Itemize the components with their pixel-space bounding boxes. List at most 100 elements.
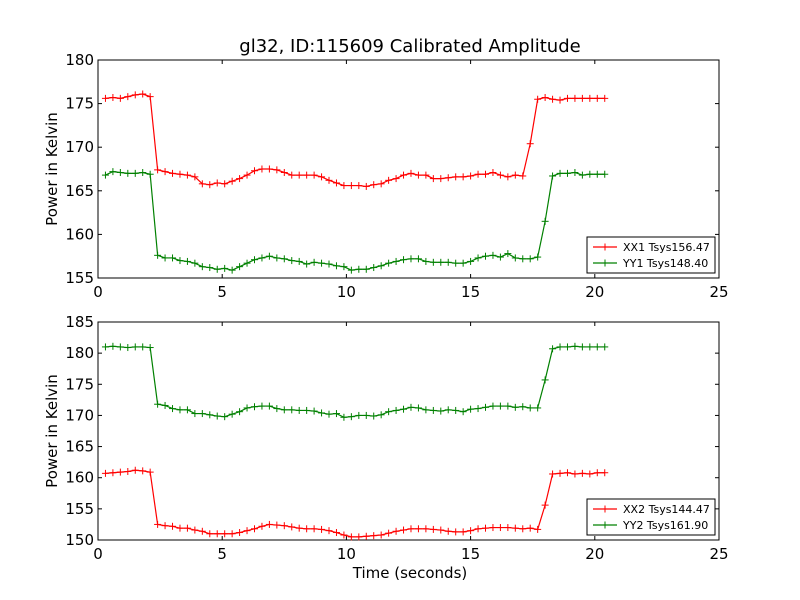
data-point-marker bbox=[563, 469, 571, 477]
data-point-marker bbox=[496, 524, 504, 532]
data-point-marker bbox=[474, 525, 482, 533]
data-point-marker bbox=[362, 411, 370, 419]
data-point-marker bbox=[228, 530, 236, 538]
data-point-marker bbox=[325, 527, 333, 535]
data-point-marker bbox=[563, 169, 571, 177]
data-point-marker bbox=[452, 259, 460, 267]
data-point-marker bbox=[452, 528, 460, 536]
data-point-marker bbox=[176, 170, 184, 178]
data-point-marker bbox=[429, 258, 437, 266]
data-point-marker bbox=[578, 94, 586, 102]
data-point-marker bbox=[332, 529, 340, 537]
data-point-marker bbox=[116, 168, 124, 176]
data-point-marker bbox=[340, 263, 348, 271]
data-point-marker bbox=[288, 523, 296, 531]
data-point-marker bbox=[169, 405, 177, 413]
data-point-marker bbox=[250, 403, 258, 411]
data-point-marker bbox=[139, 90, 147, 98]
y-tick-label: 180 bbox=[65, 344, 94, 362]
data-point-marker bbox=[116, 94, 124, 102]
data-point-marker bbox=[161, 168, 169, 176]
data-point-marker bbox=[452, 406, 460, 414]
data-point-marker bbox=[377, 180, 385, 188]
data-point-marker bbox=[131, 169, 139, 177]
data-point-marker bbox=[161, 522, 169, 530]
data-point-marker bbox=[444, 174, 452, 182]
data-point-marker bbox=[295, 171, 303, 179]
data-point-marker bbox=[482, 252, 490, 260]
data-point-marker bbox=[355, 533, 363, 541]
data-point-marker bbox=[280, 168, 288, 176]
y-tick-label: 175 bbox=[65, 95, 94, 113]
data-point-marker bbox=[355, 411, 363, 419]
x-tick-label: 25 bbox=[709, 283, 728, 301]
data-point-marker bbox=[236, 408, 244, 416]
data-point-marker bbox=[228, 177, 236, 185]
data-point-marker bbox=[519, 525, 527, 533]
data-point-marker bbox=[526, 255, 534, 263]
data-point-marker bbox=[593, 469, 601, 477]
data-point-marker bbox=[385, 259, 393, 267]
data-point-marker bbox=[258, 254, 266, 262]
data-point-marker bbox=[541, 93, 549, 101]
data-point-marker bbox=[131, 466, 139, 474]
data-point-marker bbox=[586, 170, 594, 178]
data-point-marker bbox=[467, 405, 475, 413]
data-point-marker bbox=[482, 170, 490, 178]
legend-entry: YY1 Tsys148.40 bbox=[593, 257, 708, 270]
data-point-marker bbox=[586, 470, 594, 478]
data-point-marker bbox=[400, 405, 408, 413]
data-point-marker bbox=[101, 343, 109, 351]
data-point-marker bbox=[467, 527, 475, 535]
data-point-marker bbox=[258, 165, 266, 173]
data-point-marker bbox=[303, 525, 311, 533]
data-point-marker bbox=[221, 264, 229, 272]
data-point-marker bbox=[549, 470, 557, 478]
data-point-marker bbox=[221, 180, 229, 188]
data-point-marker bbox=[347, 182, 355, 190]
legend-entry: YY2 Tsys161.90 bbox=[593, 519, 708, 532]
data-point-marker bbox=[601, 469, 609, 477]
data-point-marker bbox=[489, 251, 497, 259]
data-point-marker bbox=[303, 171, 311, 179]
data-point-marker bbox=[250, 167, 258, 175]
data-point-marker bbox=[452, 173, 460, 181]
data-point-marker bbox=[310, 258, 318, 266]
data-point-marker bbox=[288, 406, 296, 414]
data-point-marker bbox=[496, 171, 504, 179]
y-tick-label: 165 bbox=[65, 182, 94, 200]
data-point-marker bbox=[437, 407, 445, 415]
data-point-marker bbox=[101, 94, 109, 102]
y-tick-label: 165 bbox=[65, 438, 94, 456]
data-point-marker bbox=[295, 524, 303, 532]
data-point-marker bbox=[280, 406, 288, 414]
data-point-marker bbox=[407, 255, 415, 263]
data-point-marker bbox=[221, 413, 229, 421]
data-point-marker bbox=[250, 525, 258, 533]
data-point-marker bbox=[526, 140, 534, 148]
data-point-marker bbox=[556, 343, 564, 351]
data-point-marker bbox=[474, 405, 482, 413]
data-point-marker bbox=[370, 264, 378, 272]
data-point-marker bbox=[280, 522, 288, 530]
data-point-marker bbox=[265, 520, 273, 528]
data-point-marker bbox=[109, 469, 117, 477]
data-point-marker bbox=[228, 410, 236, 418]
data-point-marker bbox=[340, 531, 348, 539]
data-point-marker bbox=[496, 253, 504, 261]
data-point-marker bbox=[549, 172, 557, 180]
data-point-marker bbox=[169, 254, 177, 262]
data-point-marker bbox=[198, 180, 206, 188]
data-point-marker bbox=[183, 406, 191, 414]
data-point-marker bbox=[124, 169, 132, 177]
data-point-marker bbox=[400, 256, 408, 264]
data-point-marker bbox=[355, 265, 363, 273]
data-point-marker bbox=[504, 402, 512, 410]
data-point-marker bbox=[586, 94, 594, 102]
data-point-marker bbox=[370, 181, 378, 189]
data-point-marker bbox=[273, 166, 281, 174]
y-tick-label: 155 bbox=[65, 500, 94, 518]
data-point-marker bbox=[332, 410, 340, 418]
data-point-marker bbox=[191, 526, 199, 534]
data-point-marker bbox=[191, 259, 199, 267]
